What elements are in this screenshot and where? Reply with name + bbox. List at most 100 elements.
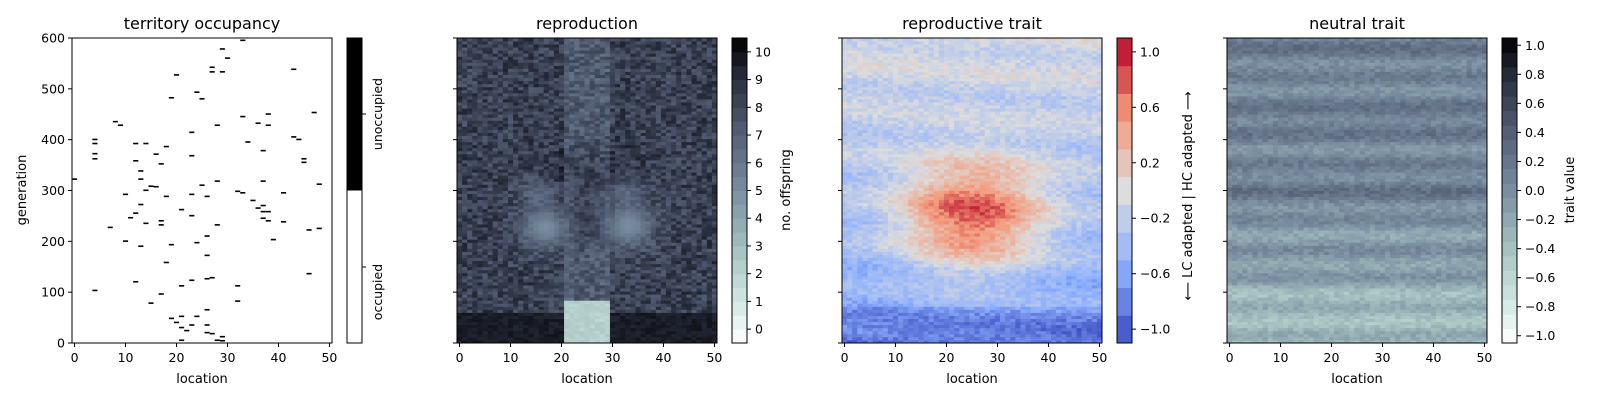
offspring-cell: [590, 181, 596, 184]
offspring-cell: [472, 117, 478, 120]
offspring-cell: [559, 215, 565, 218]
offspring-cell: [539, 276, 545, 279]
offspring-cell: [533, 279, 539, 282]
offspring-cell: [518, 154, 524, 157]
offspring-cell: [513, 136, 519, 139]
offspring-cell: [457, 157, 463, 160]
offspring-cell: [692, 291, 698, 294]
offspring-cell: [523, 102, 529, 105]
offspring-cell: [533, 273, 539, 276]
offspring-cell: [584, 236, 590, 239]
offspring-cell: [646, 56, 652, 59]
offspring-cell: [651, 93, 657, 96]
offspring-cell: [584, 194, 590, 197]
offspring-cell: [508, 221, 513, 224]
offspring-cell: [544, 218, 550, 221]
offspring-cell: [630, 258, 636, 261]
offspring-cell: [615, 87, 621, 90]
offspring-cell: [472, 270, 478, 273]
offspring-cell: [472, 212, 478, 215]
offspring-cell: [493, 108, 499, 111]
offspring-cell: [508, 154, 513, 157]
offspring-cell: [528, 81, 534, 84]
offspring-cell: [610, 270, 616, 273]
offspring-cell: [656, 53, 662, 56]
offspring-cell: [590, 288, 596, 291]
offspring-cell: [482, 218, 488, 221]
offspring-cell: [666, 84, 672, 87]
offspring-cell: [528, 62, 534, 65]
offspring-cell: [493, 166, 499, 169]
offspring-cell: [574, 136, 580, 139]
offspring-cell: [513, 172, 519, 175]
offspring-cell: [569, 209, 575, 212]
offspring-cell: [493, 303, 499, 306]
offspring-cell: [661, 75, 667, 78]
offspring-cell: [595, 151, 601, 154]
offspring-cell: [549, 215, 555, 218]
offspring-cell: [676, 78, 682, 81]
offspring-cell: [518, 316, 524, 319]
offspring-cell: [600, 294, 606, 297]
offspring-cell: [697, 114, 703, 117]
offspring-cell: [569, 191, 575, 194]
offspring-cell: [635, 313, 641, 316]
offspring-cell: [610, 337, 616, 340]
offspring-cell: [549, 69, 555, 72]
offspring-cell: [569, 206, 575, 209]
offspring-cell: [630, 148, 636, 151]
offspring-cell: [697, 78, 703, 81]
offspring-cell: [610, 108, 616, 111]
unoccupied-cell: [261, 205, 266, 207]
offspring-cell: [528, 56, 534, 59]
offspring-cell: [620, 282, 626, 285]
offspring-cell: [503, 258, 509, 261]
offspring-cell: [569, 294, 575, 297]
offspring-cell: [482, 81, 488, 84]
offspring-cell: [533, 303, 539, 306]
offspring-cell: [635, 288, 641, 291]
offspring-cell: [610, 123, 616, 126]
offspring-cell: [477, 270, 483, 273]
offspring-cell: [503, 191, 509, 194]
offspring-cell: [697, 72, 703, 75]
offspring-cell: [523, 221, 529, 224]
offspring-cell: [467, 111, 473, 114]
offspring-cell: [625, 53, 631, 56]
offspring-cell: [539, 273, 545, 276]
offspring-cell: [651, 224, 657, 227]
offspring-cell: [646, 297, 652, 300]
offspring-cell: [635, 255, 641, 258]
offspring-cell: [630, 178, 636, 181]
offspring-cell: [493, 148, 499, 151]
offspring-cell: [646, 267, 652, 270]
offspring-cell: [472, 297, 478, 300]
offspring-cell: [651, 273, 657, 276]
offspring-cell: [467, 322, 473, 325]
offspring-cell: [605, 59, 611, 62]
offspring-cell: [467, 279, 473, 282]
offspring-cell: [569, 105, 575, 108]
offspring-cell: [595, 337, 601, 340]
offspring-cell: [584, 337, 590, 340]
offspring-cell: [635, 331, 641, 334]
offspring-cell: [651, 184, 657, 187]
offspring-cell: [707, 267, 713, 270]
offspring-cell: [508, 215, 513, 218]
offspring-cell: [482, 209, 488, 212]
offspring-cell: [539, 294, 545, 297]
offspring-cell: [646, 191, 652, 194]
offspring-cell: [584, 123, 590, 126]
offspring-cell: [692, 157, 698, 160]
offspring-cell: [686, 139, 692, 142]
offspring-cell: [554, 142, 560, 145]
offspring-cell: [651, 130, 657, 133]
offspring-cell: [477, 123, 483, 126]
offspring-cell: [692, 133, 698, 136]
offspring-cell: [574, 105, 580, 108]
offspring-cell: [513, 276, 519, 279]
offspring-cell: [488, 242, 494, 245]
offspring-cell: [544, 96, 550, 99]
offspring-cell: [671, 187, 677, 190]
